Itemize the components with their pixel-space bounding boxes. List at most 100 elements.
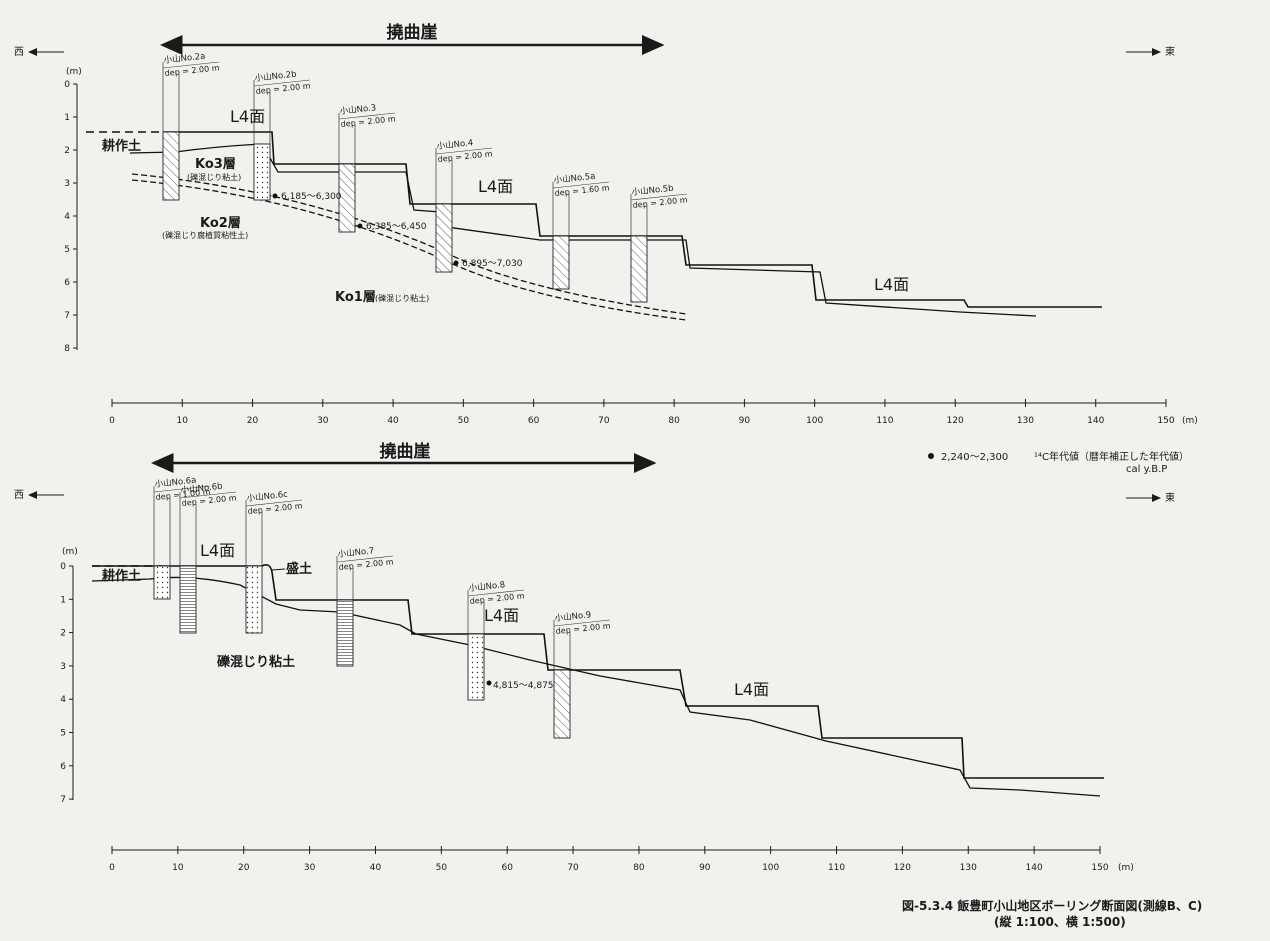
dist-c-tick-label: 80 xyxy=(633,863,645,873)
boring-b-name: 小山No.4 xyxy=(436,137,473,152)
boring-b-label-rule xyxy=(630,193,688,201)
figure-caption: 図-5.3.4 飯豊町小山地区ボーリング断面図(測線B、C) xyxy=(902,898,1202,913)
boring-c-name: 小山No.7 xyxy=(337,545,374,560)
west-label-c: 西 xyxy=(14,490,24,501)
boring-c-label-rule xyxy=(179,491,237,499)
tilled-soil-b: 耕作土 xyxy=(102,138,141,154)
dist-c-tick-label: 50 xyxy=(436,863,448,873)
dist-c-tick-label: 120 xyxy=(894,863,911,873)
dist-c-tick-label: 100 xyxy=(762,863,779,873)
depth-c-tick-label: 3 xyxy=(60,662,66,672)
ko2-label: Ko2層 xyxy=(200,216,241,231)
boring-b-depth: dep = 2.00 m xyxy=(164,63,220,78)
gravel-clay-label: 礫混じり粘土 xyxy=(217,654,295,670)
boring-c-name: 小山No.8 xyxy=(468,579,505,594)
dist-b-tick-label: 90 xyxy=(739,416,751,426)
depth-b-tick-label: 0 xyxy=(64,80,70,90)
surface-label-c-2: L4面 xyxy=(484,606,519,625)
dist-b-tick-label: 0 xyxy=(109,416,115,426)
boring-c-depth: dep = 2.00 m xyxy=(469,591,525,606)
dist-c-tick-label: 60 xyxy=(501,863,513,873)
dist-c-tick-label: 70 xyxy=(567,863,579,873)
dist-b-tick-label: 80 xyxy=(668,416,680,426)
age-label-b-2: 6,385～6,450 xyxy=(366,222,427,232)
fill-leader xyxy=(271,568,286,571)
age-label-b-3: 6,895～7,030 xyxy=(462,259,523,269)
boring-b-name: 小山No.5b xyxy=(631,183,674,198)
figure-scale: (縦 1:100、横 1:500) xyxy=(994,914,1126,929)
boring-b-label-rule xyxy=(162,61,220,69)
boring-c-column-fill xyxy=(246,566,262,633)
section-b: 撓曲崖 西 東 (m) 0 1 2 3 4 5 6 7 8 0 10 20 30 40 50 60 70 80 9… xyxy=(14,23,1198,426)
boring-c-column-fill xyxy=(337,600,353,666)
boring-b-name: 小山No.2b xyxy=(254,69,297,84)
boring-c-label-rule xyxy=(245,499,303,507)
surface-label-b-1: L4面 xyxy=(230,107,265,126)
dist-unit-c: (m) xyxy=(1118,863,1134,873)
dist-b-tick-label: 20 xyxy=(247,416,259,426)
ko2-note: (礫混じり腐植質粘性土) xyxy=(162,230,248,240)
depth-b-tick-label: 6 xyxy=(64,278,70,288)
depth-b-tick-label: 7 xyxy=(64,311,70,321)
surface-label-b-2: L4面 xyxy=(478,177,513,196)
boring-c-column-fill xyxy=(154,566,170,599)
depth-b-tick-label: 1 xyxy=(64,113,70,123)
dist-b-tick-label: 150 xyxy=(1157,416,1174,426)
depth-c-tick-label: 6 xyxy=(60,762,66,772)
ko3-label: Ko3層 xyxy=(195,157,236,172)
boring-b-label-rule xyxy=(253,79,311,87)
depth-axis-b: (m) 0 1 2 3 4 5 6 7 8 xyxy=(64,67,82,354)
depth-b-tick-label: 5 xyxy=(64,245,70,255)
depth-axis-c: (m) 0 1 2 3 4 5 6 7 xyxy=(60,547,78,805)
boring-c-label-rule xyxy=(553,619,611,627)
boring-c-depth: dep = 2.00 m xyxy=(555,621,611,636)
surface-label-c-3: L4面 xyxy=(734,680,769,699)
depth-c-tick-label: 2 xyxy=(60,629,66,639)
boring-c-column-fill xyxy=(180,566,196,633)
distance-axis-c: 0 10 20 30 40 50 60 70 80 90 100 110 120 130 140 150 (m… xyxy=(109,846,1134,873)
depth-unit-b: (m) xyxy=(66,67,82,77)
dist-b-tick-label: 120 xyxy=(947,416,964,426)
boring-b-depth: dep = 2.00 m xyxy=(632,195,688,210)
surface-label-b-3: L4面 xyxy=(874,275,909,294)
boring-b-depth: dep = 2.00 m xyxy=(340,114,396,129)
dist-b-tick-label: 30 xyxy=(317,416,329,426)
fill-soil-label: 盛土 xyxy=(286,561,312,577)
legend-sample: 2,240～2,300 xyxy=(941,452,1008,463)
depth-b-tick-label: 4 xyxy=(64,212,70,222)
boring-c-name: 小山No.6b xyxy=(180,481,223,496)
depth-c-tick-label: 1 xyxy=(60,595,66,605)
boring-b-label-rule xyxy=(552,181,610,189)
dist-b-tick-label: 50 xyxy=(458,416,470,426)
dist-c-tick-label: 150 xyxy=(1091,863,1108,873)
surface-label-c-1: L4面 xyxy=(200,541,235,560)
depth-c-tick-label: 5 xyxy=(60,729,66,739)
dist-b-tick-label: 140 xyxy=(1087,416,1104,426)
distance-axis-b: 0 10 20 30 40 50 60 70 80 90 100 110 120 130 140 150 (m… xyxy=(109,399,1198,426)
legend-unit: cal y.B.P xyxy=(1126,464,1167,475)
boring-c-name: 小山No.6a xyxy=(154,475,197,490)
boring-c-name: 小山No.9 xyxy=(554,609,591,624)
age-dot-b-3 xyxy=(453,260,459,266)
west-label-b: 西 xyxy=(14,47,24,58)
boring-c-label-rule xyxy=(153,485,211,493)
boring-b-name: 小山No.3 xyxy=(339,102,376,117)
boring-c-depth: dep = 2.00 m xyxy=(247,501,303,516)
boring-b-depth: dep = 2.00 m xyxy=(437,149,493,164)
legend-dot xyxy=(928,453,934,459)
dist-b-tick-label: 60 xyxy=(528,416,540,426)
boring-b-column-fill xyxy=(436,204,452,272)
dist-c-tick-label: 90 xyxy=(699,863,711,873)
depth-b-tick-label: 3 xyxy=(64,179,70,189)
age-label-c-1: 4,815～4,875 xyxy=(493,681,554,691)
dist-c-tick-label: 130 xyxy=(960,863,977,873)
boring-c-column-fill xyxy=(554,670,570,738)
tilled-soil-c: 耕作土 xyxy=(102,568,141,584)
depth-b-tick-label: 8 xyxy=(64,344,70,354)
ko1-label: Ko1層 xyxy=(335,290,376,305)
legend-text: ¹⁴C年代値（暦年補正した年代値） xyxy=(1034,450,1189,463)
dist-b-tick-label: 10 xyxy=(177,416,189,426)
ko3-note: (礫混じり粘土) xyxy=(187,172,241,182)
dist-c-tick-label: 40 xyxy=(370,863,382,873)
